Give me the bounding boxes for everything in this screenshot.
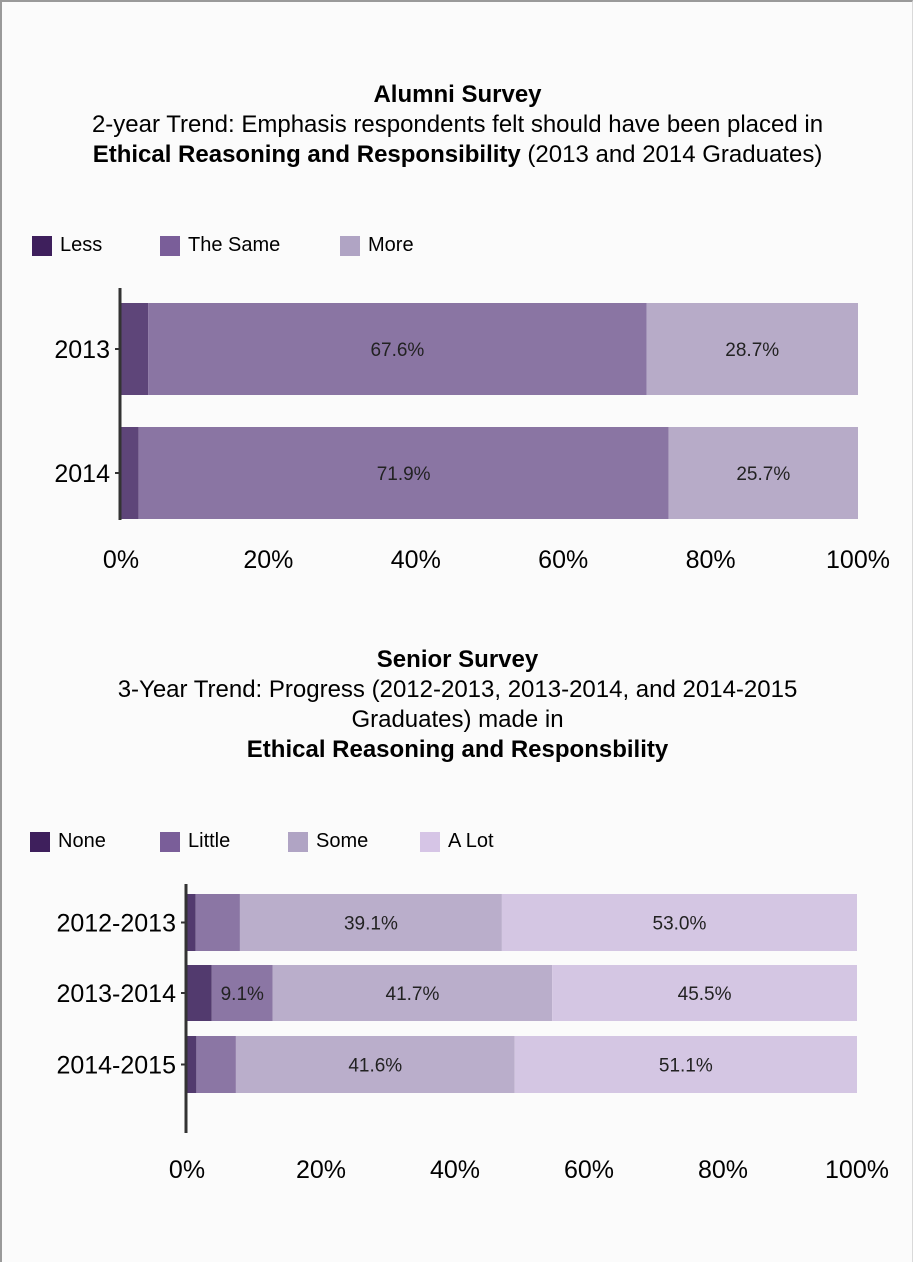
data-label-2013-2014-little: 9.1% [221, 984, 264, 1005]
senior-subtitle-bold: Ethical Reasoning and Responsbility [246, 736, 669, 763]
alumni-subtitle-line2: Ethical Reasoning and Responsibility (20… [0, 140, 915, 170]
data-label-2014-the-same: 71.9% [377, 464, 431, 485]
category-label-2013: 2013 [54, 336, 110, 364]
legend-label-some: Some [316, 830, 369, 852]
alumni-subtitle-tail: (2013 and 2014 Graduates) [520, 141, 823, 168]
legend-item-little: Little [160, 830, 230, 853]
data-label-2013-the-same: 67.6% [370, 340, 424, 361]
bar-2012-2013-a-lot [501, 894, 857, 951]
bar-2014-the-same [138, 427, 669, 519]
legend-swatch-more [340, 235, 360, 256]
legend-swatch-some [288, 831, 308, 852]
legend-label-little: Little [188, 830, 231, 852]
data-label-2014-2015-some: 41.6% [348, 1056, 402, 1077]
category-label-2012-2013: 2012-2013 [56, 910, 176, 938]
legend-swatch-none [30, 831, 50, 852]
data-label-2012-2013-a-lot: 53.0% [653, 914, 707, 935]
legend-swatch-less [32, 235, 52, 256]
bar-2014-2015-little [196, 1036, 236, 1093]
alumni-subtitle-bold: Ethical Reasoning and Responsibility [92, 141, 521, 168]
senior-subtitle-line1: 3-Year Trend: Progress (2012-2013, 2013-… [117, 676, 798, 703]
category-label-2013-2014: 2013-2014 [56, 980, 176, 1008]
legend-swatch-a-lot [420, 831, 440, 852]
data-label-2014-more: 25.7% [736, 464, 790, 485]
x-tick-label-0: 0% [169, 1156, 205, 1184]
bar-2014-2015-a-lot [514, 1036, 857, 1093]
senior-chart: 39.1% 53.0% 2012-2013 9.1% 41.7% 45.5% 2013-20… [56, 884, 889, 1184]
legend-item-more: More [340, 234, 414, 257]
bar-2014-2015-none [187, 1036, 197, 1093]
legend-swatch-the-same [160, 235, 180, 256]
legend-swatch-little [160, 831, 180, 852]
legend-label-more: More [368, 234, 414, 256]
legend-label-none: None [58, 830, 106, 852]
legend-label-less: Less [60, 234, 103, 256]
x-tick-label-80: 80% [686, 546, 736, 574]
x-tick-label-40: 40% [430, 1156, 480, 1184]
x-tick-label-20: 20% [296, 1156, 346, 1184]
bar-2012-2013-some [239, 894, 502, 951]
alumni-title: Alumni Survey [373, 81, 542, 108]
x-tick-label-60: 60% [538, 546, 588, 574]
alumni-subtitle-line1: 2-year Trend: Emphasis respondents felt … [91, 111, 824, 138]
bar-2012-2013-little [195, 894, 240, 951]
alumni-chart: 67.6% 28.7% 2013 71.9% 25.7% 2014 0% 20% 40% 60% 8… [54, 288, 890, 574]
legend-item-a-lot: A Lot [420, 830, 494, 853]
bar-2012-2013-none [187, 894, 196, 951]
legend-item-the-same: The Same [160, 234, 280, 257]
bar-2014-less [121, 427, 139, 519]
legend-label-the-same: The Same [188, 234, 281, 256]
senior-title-block: Senior Survey 3-Year Trend: Progress (20… [0, 645, 915, 765]
data-label-2013-2014-some: 41.7% [386, 984, 440, 1005]
bar-2013-the-same [148, 303, 647, 395]
x-tick-label-80: 80% [698, 1156, 748, 1184]
senior-legend: None Little Some A Lot [0, 830, 915, 860]
legend-item-none: None [30, 830, 106, 853]
bar-2013-2014-a-lot [552, 965, 857, 1021]
category-label-2014: 2014 [54, 460, 110, 488]
bar-2013-less [121, 303, 149, 395]
alumni-title-block: Alumni Survey 2-year Trend: Emphasis res… [0, 80, 915, 170]
bar-2014-2015-some [235, 1036, 515, 1093]
data-label-2012-2013-some: 39.1% [344, 914, 398, 935]
bar-2013-2014-none [187, 965, 212, 1021]
x-tick-label-60: 60% [564, 1156, 614, 1184]
x-tick-label-0: 0% [103, 546, 139, 574]
category-label-2014-2015: 2014-2015 [56, 1052, 176, 1080]
legend-item-less: Less [32, 234, 102, 257]
senior-title: Senior Survey [376, 646, 539, 673]
x-tick-label-40: 40% [391, 546, 441, 574]
data-label-2013-more: 28.7% [725, 340, 779, 361]
data-label-2013-2014-a-lot: 45.5% [678, 984, 732, 1005]
x-tick-label-100: 100% [826, 546, 890, 574]
x-tick-label-100: 100% [825, 1156, 889, 1184]
x-tick-label-20: 20% [243, 546, 293, 574]
senior-subtitle-line2: Graduates) made in [351, 706, 564, 733]
bar-2014-more [668, 427, 858, 519]
alumni-legend: Less The Same More [0, 234, 915, 264]
data-label-2014-2015-a-lot: 51.1% [659, 1056, 713, 1077]
legend-label-a-lot: A Lot [448, 830, 494, 852]
bar-2013-more [646, 303, 858, 395]
bar-2013-2014-little [211, 965, 273, 1021]
legend-item-some: Some [288, 830, 368, 853]
bar-2013-2014-some [272, 965, 553, 1021]
